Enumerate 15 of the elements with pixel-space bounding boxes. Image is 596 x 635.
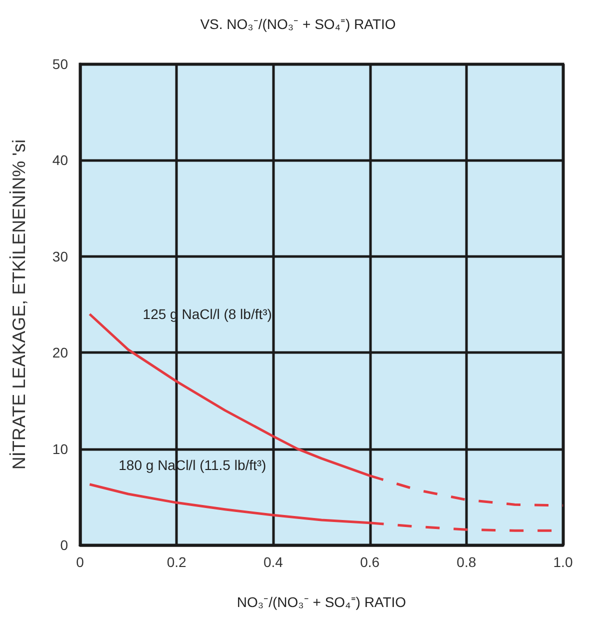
y-tick-label: 40 [52,152,68,168]
y-axis-title: NİTRATE LEAKAGE, ETKİLENENİN% 'si [9,139,29,470]
x-tick-label: 0.2 [166,554,187,570]
x-tick-label: 1.0 [553,554,573,570]
x-tick-label: 0.4 [263,554,284,570]
chart-title: VS. NO₃⁻/(NO₃⁻ + SO₄⁼) RATIO [200,16,396,32]
x-tick-label: 0.6 [360,554,380,570]
x-tick-label: 0 [76,554,84,570]
y-tick-label: 0 [60,537,68,553]
x-tick-label: 0.8 [456,554,476,570]
x-axis-title: NO₃⁻/(NO₃⁻ + SO₄⁼) RATIO [236,594,406,610]
y-tick-label: 30 [52,248,68,264]
y-tick-label: 50 [52,56,68,72]
y-tick-label: 20 [52,344,68,361]
y-tick-label: 10 [52,440,68,457]
